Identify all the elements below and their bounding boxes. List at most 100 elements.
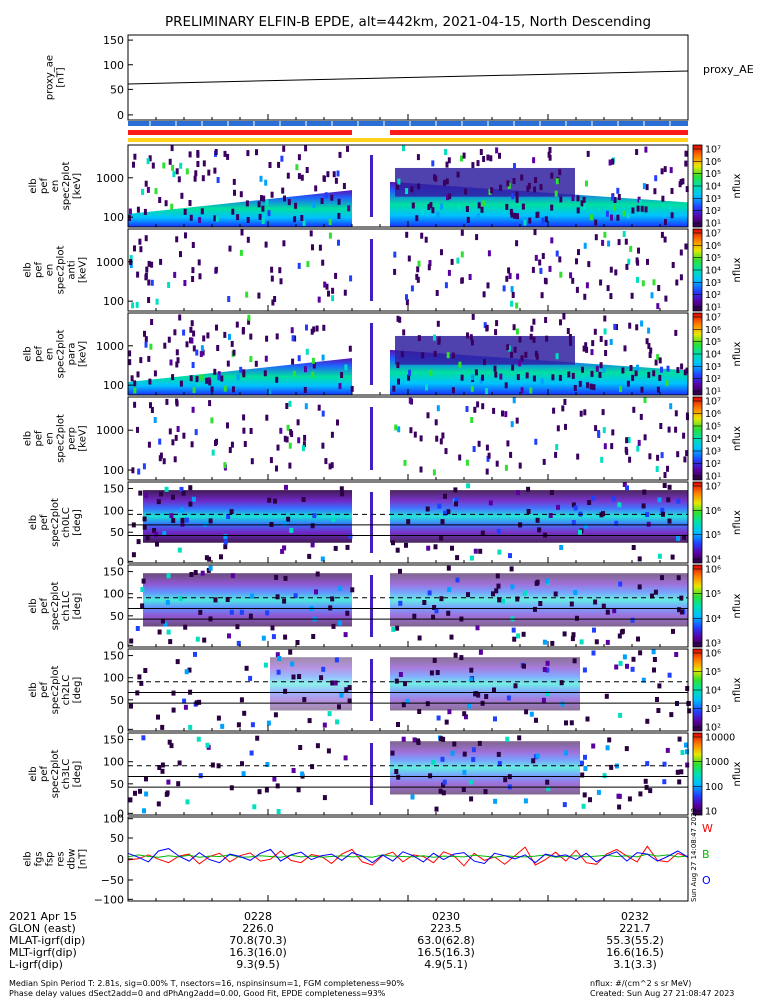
flux-pixel [161,618,165,624]
flux-pixel [600,456,604,463]
flux-pixel [512,397,516,404]
flux-pixel [645,338,649,345]
flux-pixel [555,444,559,451]
flux-pixel [653,188,657,195]
y-axis-label-line: dbw [67,849,78,870]
flux-pixel [450,258,454,265]
flux-pixel [493,365,497,372]
flux-pixel [416,266,420,273]
flux-pixel [250,593,255,599]
flux-pixel [470,339,474,346]
flux-pixel [601,409,605,416]
flux-pixel [684,160,688,167]
flux-pixel [235,321,239,328]
flux-pixel [338,620,342,626]
flux-pixel [266,720,271,726]
flux-pixel [265,610,270,616]
flux-pixel [195,636,200,642]
flux-pixel [669,712,674,718]
colorbar-tick-label: 10⁷ [705,313,721,324]
y-axis-label-line: elb [23,431,34,446]
flux-pixel [609,764,614,770]
colorbar-label: nflux [732,257,743,282]
flux-pixel [434,419,438,426]
flux-pixel [406,519,411,525]
flux-pixel [569,339,573,346]
flux-pixel [205,377,209,384]
flux-pixel [258,213,262,220]
flux-pixel [641,280,645,287]
flux-pixel [285,436,289,443]
flux-pixel [567,371,571,378]
flux-pixel [398,568,402,574]
y-axis-label-line: spec2plot [50,582,61,631]
flux-pixel [591,650,596,656]
y-tick-label: 0 [117,109,124,122]
flux-pixel [412,737,417,743]
flux-pixel [310,764,315,770]
flux-pixel [684,243,688,250]
legend-o: O [702,874,711,887]
flux-pixel [263,370,267,377]
flux-pixel [405,698,410,704]
flux-pixel [515,191,519,198]
y-axis-label-line: en [50,180,61,193]
flux-pixel [534,254,538,261]
flux-pixel [400,351,404,358]
flux-pixel [475,625,480,631]
flux-pixel [283,195,286,202]
flux-pixel [303,387,307,393]
flux-pixel [682,432,686,439]
y-tick-label: 50 [110,83,124,96]
flux-pixel [470,385,474,392]
flux-pixel [540,292,544,299]
flux-pixel [147,355,151,362]
flux-pixel [144,180,148,187]
flux-pixel [215,324,218,331]
flux-pixel [622,210,626,217]
flux-pixel [617,239,621,246]
flux-pixel [571,632,576,638]
flux-pixel [556,425,560,432]
flux-pixel [667,672,672,678]
flux-pixel [603,231,607,238]
flux-pixel [594,639,599,645]
flux-pixel [580,760,584,766]
flux-pixel [453,487,458,493]
flux-pixel [188,724,193,730]
flux-pixel [219,554,223,560]
flux-pixel [261,218,265,224]
y-tick-label: 1000 [96,340,124,353]
gap-stripe [370,743,373,805]
flux-pixel [210,762,215,768]
flux-pixel [629,245,633,252]
flux-pixel [310,542,315,548]
flux-pixel [609,266,613,273]
flux-pixel [448,193,452,200]
flux-pixel [312,362,316,369]
flux-pixel [485,444,489,451]
flux-pixel [596,789,601,795]
flux-pixel [436,211,440,218]
flux-pixel [191,406,195,413]
flux-pixel [272,776,277,782]
panel-proxy_ae: proxy_AE 150 100 50 0 proxy_ae [nT] [45,34,754,142]
flux-pixel [665,747,670,753]
flux-pixel [599,512,604,518]
flux-pixel [618,712,623,718]
flux-pixel [642,183,646,190]
flux-pixel [180,521,185,527]
flux-pixel [173,271,177,278]
flux-pixel [447,709,452,715]
flux-pixel [204,555,209,561]
flux-pixel [391,540,395,546]
flux-pixel [509,208,513,215]
flux-pixel [505,275,509,282]
colorbar-tick-label: 10⁴ [705,350,721,361]
colorbar-tick-label: 10³ [705,278,721,289]
flux-pixel [398,672,403,677]
y-tick-label: 100 [103,59,124,72]
flux-pixel [520,387,524,394]
colorbar-tick-label: 10³ [705,704,721,715]
flux-pixel [338,585,343,591]
